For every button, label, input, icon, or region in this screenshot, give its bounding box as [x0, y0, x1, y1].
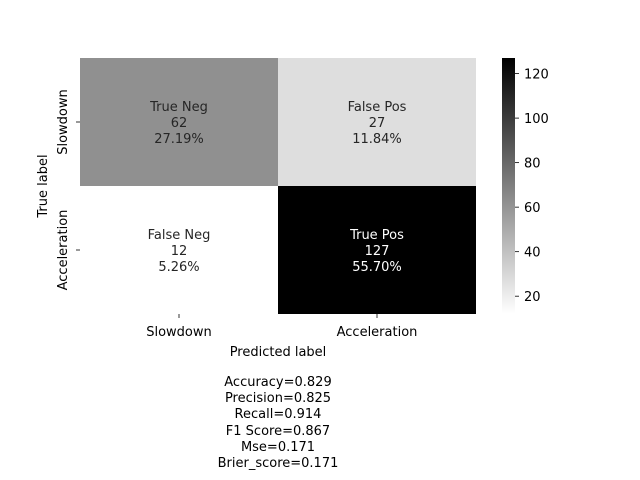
colorbar-tick-label: 60	[524, 201, 541, 216]
colorbar-tick-label: 40	[524, 246, 541, 261]
heatmap-cells	[80, 58, 476, 314]
y-axis: Slowdown Acceleration	[56, 89, 80, 290]
metric-f1-score: F1 Score=0.867	[225, 423, 331, 439]
heatmap-cell	[80, 58, 278, 186]
heatmap-cell	[80, 186, 278, 314]
cell-count-label: 12	[171, 244, 188, 259]
heatmap-cell	[278, 58, 476, 186]
colorbar-ticks: 20 40 60 80 100 120	[515, 68, 549, 305]
cell-percent-label: 27.19%	[154, 132, 204, 147]
colorbar	[502, 58, 515, 314]
colorbar-tick-label: 120	[524, 68, 549, 83]
cell-count-label: 127	[365, 244, 390, 259]
heatmap-cell	[278, 186, 476, 314]
metric-accuracy: Accuracy=0.829	[224, 375, 332, 390]
x-axis: Slowdown Acceleration	[146, 314, 417, 340]
y-axis-label: True label	[36, 154, 51, 218]
metric-recall: Recall=0.914	[234, 407, 322, 423]
colorbar-tick-label: 20	[524, 290, 541, 305]
metric-mse: Mse=0.171	[240, 439, 316, 455]
y-tick-label: Slowdown	[56, 89, 71, 155]
cell-count-label: 62	[171, 116, 188, 131]
x-axis-label: Predicted label	[230, 345, 327, 360]
y-tick-label: Acceleration	[56, 210, 71, 291]
metric-precision: Precision=0.825	[224, 391, 332, 407]
cell-category-label: False Neg	[148, 228, 211, 243]
colorbar-tick-label: 80	[524, 157, 541, 172]
cell-count-label: 27	[369, 116, 386, 131]
cell-percent-label: 55.70%	[352, 260, 402, 275]
cell-category-label: True Pos	[349, 228, 404, 243]
cell-category-label: False Pos	[348, 100, 407, 115]
cell-percent-label: 11.84%	[352, 132, 402, 147]
colorbar-tick-label: 100	[524, 112, 549, 127]
cell-category-label: True Neg	[149, 100, 208, 115]
x-tick-label: Slowdown	[146, 325, 212, 340]
metric-brier-score: Brier_score=0.171	[217, 456, 339, 472]
cell-percent-label: 5.26%	[158, 260, 199, 275]
x-tick-label: Acceleration	[337, 325, 418, 340]
metrics-summary: Accuracy=0.829 Precision=0.825 Recall=0.…	[178, 375, 378, 472]
